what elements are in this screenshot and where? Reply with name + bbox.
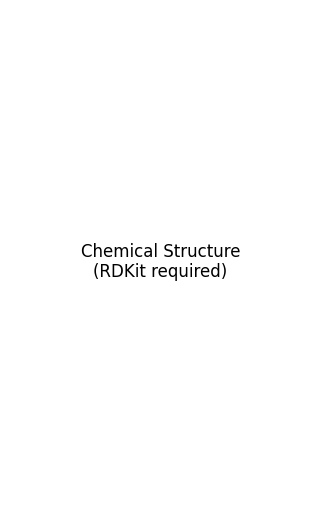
- Text: Chemical Structure
(RDKit required): Chemical Structure (RDKit required): [81, 243, 240, 281]
